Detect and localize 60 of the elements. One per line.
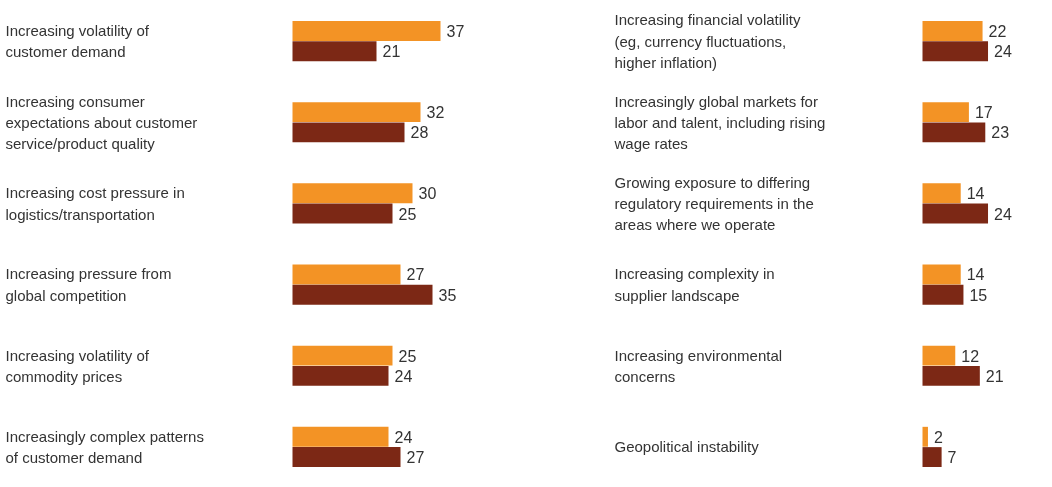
bar: [922, 102, 969, 123]
data-label: 24: [994, 43, 1012, 61]
y-tick-label: Increasingly global markets for labor and talent, including rising wage rates: [613, 92, 826, 152]
data-label: 27: [406, 449, 425, 467]
data-label: 17: [974, 104, 993, 122]
bar: [292, 365, 389, 386]
y-tick-label: Increasing environmental concerns: [614, 346, 783, 385]
bar: [922, 20, 983, 41]
y-tick-label: Increasing complexity in supplier landscape: [614, 265, 775, 304]
data-label: 7: [947, 449, 957, 467]
data-label: 14: [966, 185, 985, 203]
bar: [292, 20, 441, 41]
bar: [922, 447, 942, 468]
bar: [292, 264, 401, 285]
bar: [292, 203, 393, 224]
y-tick-label: Increasing cost pressure in logistics/transportation: [5, 184, 185, 223]
bar: [292, 447, 401, 468]
y-tick-label: Increasing pressure from global competition: [5, 265, 172, 304]
bar: [292, 284, 433, 305]
data-label: 28: [410, 124, 429, 142]
y-tick-label: Increasing consumer expectations about customer service/product quality: [5, 92, 198, 152]
bar: [922, 426, 928, 447]
data-label: 21: [382, 43, 401, 61]
data-label: 15: [969, 286, 988, 304]
data-label: 35: [438, 286, 457, 304]
bar: [922, 203, 989, 224]
bar: [922, 183, 961, 204]
bar: [922, 345, 956, 366]
bar: [292, 345, 393, 366]
y-tick-label: Growing exposure to differing regulatory requirements in the areas where we operate: [614, 173, 814, 234]
bar: [922, 264, 961, 285]
y-tick-label: Increasingly complex patterns of customer demand: [5, 427, 204, 467]
data-label: 25: [398, 205, 417, 223]
data-label: 21: [985, 367, 1004, 385]
bar: [292, 41, 377, 62]
bar: [292, 183, 413, 204]
data-label: 24: [994, 205, 1012, 223]
data-label: 2: [933, 428, 943, 446]
bar: [922, 284, 964, 305]
data-label: 24: [394, 428, 413, 446]
data-label: 23: [991, 124, 1010, 142]
data-label: 24: [394, 367, 413, 385]
data-label: 37: [446, 22, 465, 40]
bar: [292, 102, 421, 123]
bar: [292, 122, 405, 143]
data-label: 22: [988, 22, 1007, 40]
data-label: 14: [966, 266, 985, 284]
y-tick-label: Increasing volatility of customer demand: [5, 21, 150, 61]
data-label: 25: [398, 347, 417, 365]
bar: [922, 365, 980, 386]
data-label: 12: [961, 347, 980, 365]
bar: [292, 426, 389, 447]
bar: [922, 122, 986, 143]
y-tick-label: Geopolitical instability: [614, 438, 760, 456]
data-label: 32: [426, 104, 445, 122]
data-label: 30: [418, 185, 437, 203]
y-tick-label: Increasing financial volatility (eg, currency fluctuations, higher inflation): [614, 11, 801, 71]
y-tick-label: Increasing volatility of commodity prices: [5, 346, 150, 385]
data-label: 27: [406, 266, 425, 284]
bar: [922, 41, 989, 62]
